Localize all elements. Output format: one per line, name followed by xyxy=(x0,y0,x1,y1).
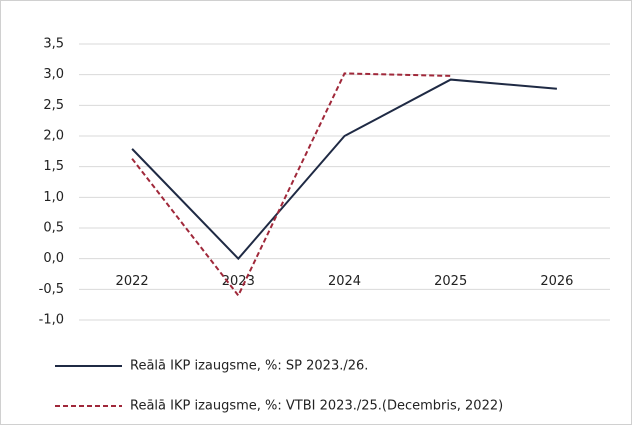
y-tick-label: 3,0 xyxy=(43,67,64,82)
y-tick-label: 1,5 xyxy=(43,159,64,174)
y-tick-label: 3,5 xyxy=(43,37,64,52)
y-tick-label: 2,0 xyxy=(43,129,64,144)
series-line xyxy=(131,72,451,298)
y-tick-label: 0,0 xyxy=(43,251,64,266)
y-tick-label: 1,0 xyxy=(43,190,64,205)
x-tick-label: 2024 xyxy=(328,274,361,289)
x-tick-label: 2026 xyxy=(540,274,573,289)
x-tick-label: 2022 xyxy=(116,274,149,289)
x-tick-label: 2025 xyxy=(434,274,467,289)
series-line xyxy=(131,78,557,261)
y-tick-label: 2,5 xyxy=(43,98,64,113)
y-tick-label: 0,5 xyxy=(43,221,64,236)
y-tick-label: -1,0 xyxy=(39,313,64,328)
y-tick-label: -0,5 xyxy=(39,282,64,297)
legend-label: Reālā IKP izaugsme, %: VTBI 2023./25.(De… xyxy=(130,399,503,414)
legend-label: Reālā IKP izaugsme, %: SP 2023./26. xyxy=(130,359,368,374)
